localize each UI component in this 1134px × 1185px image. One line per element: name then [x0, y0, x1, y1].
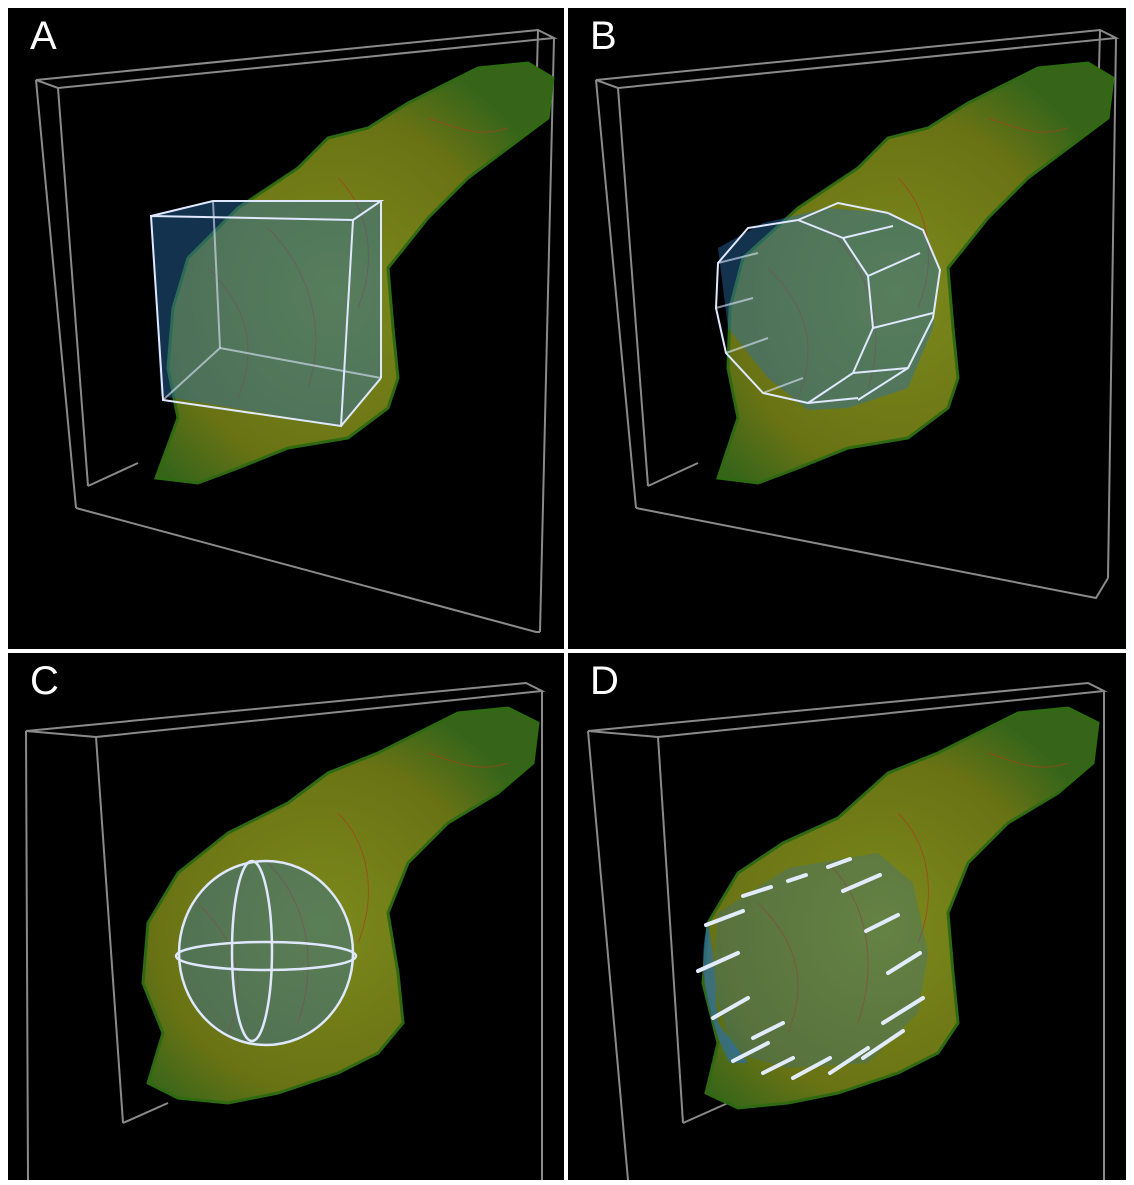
filaments-a	[207, 117, 509, 399]
volume-render-c	[25, 681, 546, 1180]
panel-label-b: B	[590, 14, 617, 58]
panel-label-d: D	[590, 659, 619, 703]
volume-render-a	[35, 28, 558, 633]
panel-c-sphere-view: C	[8, 653, 564, 1180]
cell-a	[153, 61, 555, 485]
volume-render-d	[587, 681, 1108, 1180]
panel-label-c: C	[30, 659, 59, 703]
filaments-d	[757, 752, 1069, 1034]
panel-d-cylinder-side-view: D	[568, 653, 1126, 1180]
bounding-box-a	[35, 28, 558, 633]
filaments-c	[197, 752, 509, 1034]
panel-b-cylinder-view: B	[568, 8, 1126, 649]
bounding-box-b	[595, 28, 1120, 600]
cell-d	[701, 706, 1100, 1110]
panel-label-a: A	[30, 14, 57, 58]
bounding-box-d	[587, 681, 1108, 1180]
selection-sphere-c	[174, 859, 358, 1047]
selection-cube-a	[149, 200, 385, 428]
volume-render-b	[595, 28, 1120, 600]
panel-a-cube-view: A	[8, 8, 564, 649]
selection-cylinder-side-d	[696, 853, 928, 1080]
cell-b	[715, 61, 1115, 485]
bounding-box-c	[25, 681, 546, 1180]
selection-cylinder-b	[714, 201, 942, 410]
